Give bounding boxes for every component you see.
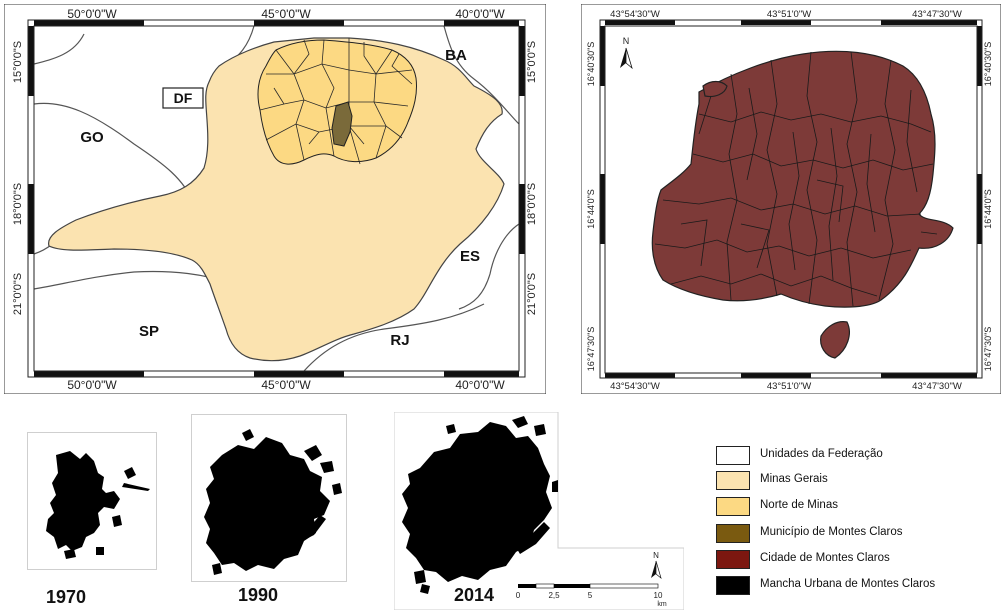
legend-item-norte-de-minas: Norte de Minas [716,497,1006,518]
scale-tick-5: 5 [588,591,593,600]
map-minas-gerais: 50°0'0"W 45°0'0"W 40°0'0"W 50°0'0"W 45°0… [4,4,546,394]
norte-de-minas-shape [257,39,417,165]
city-coord-right-2: 16°44'0"S [983,189,993,229]
map-montes-claros-city: N 43°54'30"W 43°51'0"W 43°47'30"W 43°54'… [581,4,1001,394]
legend-item-mancha-urbana: Mancha Urbana de Montes Claros [716,576,1006,597]
svg-text:N: N [623,36,630,46]
coord-top-2: 45°0'0"W [261,7,311,21]
state-label-go: GO [80,129,104,146]
state-label-df: DF [174,90,193,106]
city-coord-left-3: 16°47'30"S [586,327,596,372]
legend-item-municipio-montes-claros: Município de Montes Claros [716,524,1006,545]
legend-swatch [716,576,750,595]
cidade-montes-claros-shape [651,50,954,308]
legend-item-unidades-federacao: Unidades da Federação [716,446,1006,467]
coord-left-2: 18°0'0"S [12,183,24,225]
scale-tick-0: 0 [516,591,521,600]
year-label-1990: 1990 [238,585,279,605]
municipio-montes-claros-shape [331,101,353,147]
city-coord-top-2: 43°51'0"W [767,9,811,20]
legend-item-minas-gerais: Minas Gerais [716,471,1006,492]
urban-map-2014 [394,412,684,610]
urban-map-1990 [191,414,347,582]
legend-label: Unidades da Federação [760,448,883,460]
state-label-sp: SP [139,323,159,340]
scale-unit: km [657,601,667,608]
north-arrow-small-icon: N [651,551,662,579]
legend-label: Minas Gerais [760,473,828,485]
legend-label: Cidade de Montes Claros [760,552,890,564]
city-coord-top-1: 43°54'30"W [610,9,660,20]
year-label-1970: 1970 [46,587,87,607]
legend-item-cidade-montes-claros: Cidade de Montes Claros [716,550,1006,571]
scale-tick-10: 10 [654,591,663,600]
coord-right-1: 15°0'0"S [526,41,538,83]
coord-right-3: 21°0'0"S [526,273,538,315]
city-coord-bottom-2: 43°51'0"W [767,381,811,392]
scale-bar: N 0 2,5 5 10 km [512,548,672,612]
legend-swatch [716,471,750,490]
city-coord-right-3: 16°47'30"S [983,327,993,372]
coord-bottom-3: 40°0'0"W [455,378,505,392]
north-arrow-icon: N [620,36,633,70]
city-coord-top-3: 43°47'30"W [912,9,962,20]
year-label-2014: 2014 [454,585,495,605]
legend-swatch [716,550,750,569]
legend-label: Mancha Urbana de Montes Claros [760,578,936,590]
city-coord-right-1: 16°40'30"S [983,42,993,87]
coord-left-3: 21°0'0"S [12,273,24,315]
state-label-ba: BA [445,47,467,64]
svg-text:N: N [653,551,659,560]
coord-bottom-1: 50°0'0"W [67,378,117,392]
coord-left-1: 15°0'0"S [12,41,24,83]
state-label-es: ES [460,248,480,265]
city-coord-bottom-3: 43°47'30"W [912,381,962,392]
state-label-rj: RJ [390,332,409,349]
coord-top-3: 40°0'0"W [455,7,505,21]
legend-swatch [716,446,750,465]
urban-map-1970 [27,432,157,570]
coord-top-1: 50°0'0"W [67,7,117,21]
coord-right-2: 18°0'0"S [526,183,538,225]
scale-tick-2-5: 2,5 [548,591,560,600]
city-coord-left-2: 16°44'0"S [586,189,596,229]
legend-label: Norte de Minas [760,499,838,511]
legend-swatch [716,497,750,516]
coord-bottom-2: 45°0'0"W [261,378,311,392]
city-coord-bottom-1: 43°54'30"W [610,381,660,392]
legend-label: Município de Montes Claros [760,526,903,538]
legend-swatch [716,524,750,543]
city-coord-left-1: 16°40'30"S [586,42,596,87]
